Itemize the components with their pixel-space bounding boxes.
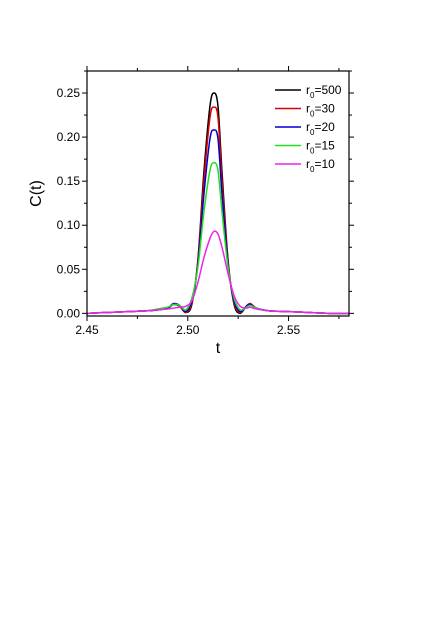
ticks-layer: 2.45 2.50 2.55 0.00 0.05 0.10 0.15 0.20 0.25 <box>57 66 354 337</box>
plot-frame <box>86 70 350 317</box>
series-line-4 <box>86 230 350 315</box>
y-tick-label: 0.00 <box>57 306 81 320</box>
legend-label: r0=15 <box>306 139 335 156</box>
legend-label: r0=500 <box>306 83 342 100</box>
legend-label: r0=30 <box>306 102 335 119</box>
y-tick-label: 0.10 <box>57 218 81 232</box>
y-tick-label: 0.25 <box>57 86 81 100</box>
y-axis-title: C(t) <box>28 180 45 207</box>
y-tick-label: 0.15 <box>57 174 81 188</box>
x-tick-label: 2.50 <box>176 323 200 337</box>
y-tick-label: 0.05 <box>57 262 81 276</box>
x-axis-title: t <box>216 340 221 357</box>
legend-label: r0=10 <box>306 157 335 174</box>
legend-label: r0=20 <box>306 120 335 137</box>
y-tick-label: 0.20 <box>57 130 81 144</box>
x-tick-label: 2.55 <box>277 323 301 337</box>
x-tick-label: 2.45 <box>75 323 99 337</box>
series-layer <box>86 92 350 315</box>
